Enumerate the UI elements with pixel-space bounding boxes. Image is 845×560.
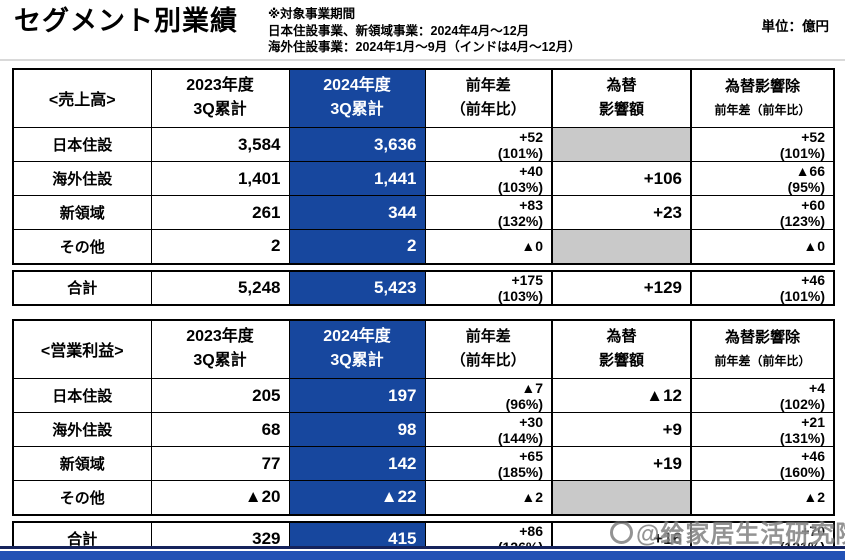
segment-label: その他: [12, 480, 152, 515]
fy2024-value: 142: [288, 446, 426, 481]
fy2024-value: ▲22: [288, 480, 426, 515]
fy2023-value: 205: [150, 378, 290, 413]
fx-impact-value: [551, 229, 692, 264]
fx-impact-value: +129: [551, 270, 692, 305]
note-line-2: 日本住設事業、新領域事業：2024年4月～12月: [268, 23, 530, 38]
period-notes: ※対象事業期間 日本住設事業、新領域事業：2024年4月～12月 海外住設事業：…: [268, 5, 581, 56]
tables-area: <売上高> 2023年度 3Q累計 2024年度 3Q累計 前年差 （前年比） 為替影…: [0, 61, 845, 557]
ex-fx-value: +46 (101%): [690, 270, 835, 305]
segment-label: その他: [12, 229, 152, 264]
table-row: 新領域 261 344 +83 (132%) +23 +60 (123%): [12, 195, 835, 230]
table-row: 海外住設 68 98 +30 (144%) +9 +21 (131%): [12, 412, 835, 447]
segment-label: 海外住設: [12, 412, 152, 447]
col-fy2023: 2023年度 3Q累計: [150, 319, 290, 379]
fy2024-value: 3,636: [288, 127, 426, 162]
fy2024-value: 197: [288, 378, 426, 413]
col-ex-fx: 為替影響除 前年差（前年比）: [690, 68, 835, 128]
profit-header-row: <営業利益> 2023年度 3Q累計 2024年度 3Q累計 前年差 （前年比） 為替…: [12, 319, 835, 379]
profit-table: <営業利益> 2023年度 3Q累計 2024年度 3Q累計 前年差 （前年比） 為替…: [12, 318, 835, 516]
yoy-value: ▲0: [424, 229, 553, 264]
fy2023-value: 2: [150, 229, 290, 264]
ex-fx-value: +52 (101%): [690, 127, 835, 162]
fy2023-value: 1,401: [150, 161, 290, 196]
profit-total-table: 合計 329 415 +86(126%) +16 +70(121%): [12, 520, 835, 557]
fy2023-value: ▲20: [150, 480, 290, 515]
col-fy2024: 2024年度 3Q累計: [288, 319, 426, 379]
sales-total-table: 合計 5,248 5,423 +175 (103%) +129 +46 (101%): [12, 269, 835, 306]
footer-blue-bar: [0, 551, 845, 560]
table-row: 海外住設 1,401 1,441 +40 (103%) +106 ▲66 (95%): [12, 161, 835, 196]
ex-fx-value: ▲66 (95%): [690, 161, 835, 196]
table-row: 日本住設 3,584 3,636 +52 (101%) +52 (101%): [12, 127, 835, 162]
col-fy2023: 2023年度 3Q累計: [150, 68, 290, 128]
fx-impact-value: ▲12: [551, 378, 692, 413]
col-yoy: 前年差 （前年比）: [424, 319, 553, 379]
table-row: 新領域 77 142 +65 (185%) +19 +46 (160%): [12, 446, 835, 481]
col-ex-fx: 為替影響除 前年差（前年比）: [690, 319, 835, 379]
watermark-text: @给家居生活研究院: [636, 521, 845, 548]
page-title: セグメント別業績: [14, 6, 238, 36]
footer-band: [0, 546, 845, 560]
ex-fx-value: +4 (102%): [690, 378, 835, 413]
yoy-value: +83 (132%): [424, 195, 553, 230]
fy2024-value: 2: [288, 229, 426, 264]
slide-header: セグメント別業績 ※対象事業期間 日本住設事業、新領域事業：2024年4月～12…: [0, 0, 845, 56]
segment-label: 海外住設: [12, 161, 152, 196]
yoy-value: +52 (101%): [424, 127, 553, 162]
fy2024-value: 1,441: [288, 161, 426, 196]
profit-total-row: 合計 329 415 +86(126%) +16 +70(121%): [12, 521, 835, 556]
sales-table-title: <売上高>: [12, 68, 152, 128]
sales-total-row: 合計 5,248 5,423 +175 (103%) +129 +46 (101%): [12, 270, 835, 305]
yoy-value: +40 (103%): [424, 161, 553, 196]
note-line-3: 海外住設事業：2024年1月～9月（インドは4月～12月）: [268, 40, 581, 54]
footer-navy-line: [0, 546, 845, 549]
watermark-logo-icon: [610, 521, 633, 544]
col-yoy: 前年差 （前年比）: [424, 68, 553, 128]
fy2023-value: 261: [150, 195, 290, 230]
ex-fx-value: +60 (123%): [690, 195, 835, 230]
fy2023-value: 77: [150, 446, 290, 481]
yoy-value: +65 (185%): [424, 446, 553, 481]
col-fy2024: 2024年度 3Q累計: [288, 68, 426, 128]
fy2023-value: 3,584: [150, 127, 290, 162]
fx-impact-value: +9: [551, 412, 692, 447]
fy2023-value: 68: [150, 412, 290, 447]
total-label: 合計: [12, 270, 152, 305]
ex-fx-value: +21 (131%): [690, 412, 835, 447]
yoy-value: +30 (144%): [424, 412, 553, 447]
yoy-value: ▲7 (96%): [424, 378, 553, 413]
fx-impact-value: +19: [551, 446, 692, 481]
fx-impact-value: [551, 127, 692, 162]
fy2024-value: 98: [288, 412, 426, 447]
yoy-value: +175 (103%): [424, 270, 553, 305]
profit-table-title: <営業利益>: [12, 319, 152, 379]
segment-label: 日本住設: [12, 127, 152, 162]
table-row: その他 ▲20 ▲22 ▲2 ▲2: [12, 480, 835, 515]
header-divider: [0, 58, 845, 61]
watermark: @给家居生活研究院: [610, 514, 845, 549]
yoy-value: ▲2: [424, 480, 553, 515]
fy2024-value: 5,423: [288, 270, 426, 305]
table-spacer: [12, 306, 833, 319]
segment-label: 新領域: [12, 195, 152, 230]
col-fx-impact: 為替 影響額: [551, 319, 692, 379]
ex-fx-value: ▲0: [690, 229, 835, 264]
ex-fx-value: +46 (160%): [690, 446, 835, 481]
segment-label: 日本住設: [12, 378, 152, 413]
sales-header-row: <売上高> 2023年度 3Q累計 2024年度 3Q累計 前年差 （前年比） 為替影…: [12, 68, 835, 128]
footer-white-line: [0, 549, 845, 551]
fy2023-value: 5,248: [150, 270, 290, 305]
note-line-1: ※対象事業期間: [268, 7, 356, 21]
col-fx-impact: 為替 影響額: [551, 68, 692, 128]
ex-fx-value: ▲2: [690, 480, 835, 515]
fx-impact-value: +23: [551, 195, 692, 230]
fy2024-value: 344: [288, 195, 426, 230]
unit-label: 単位：億円: [761, 19, 830, 34]
fx-impact-value: +106: [551, 161, 692, 196]
segment-label: 新領域: [12, 446, 152, 481]
fx-impact-value: [551, 480, 692, 515]
table-row: 日本住設 205 197 ▲7 (96%) ▲12 +4 (102%): [12, 378, 835, 413]
table-row: その他 2 2 ▲0 ▲0: [12, 229, 835, 264]
sales-table: <売上高> 2023年度 3Q累計 2024年度 3Q累計 前年差 （前年比） 為替影…: [12, 67, 835, 265]
